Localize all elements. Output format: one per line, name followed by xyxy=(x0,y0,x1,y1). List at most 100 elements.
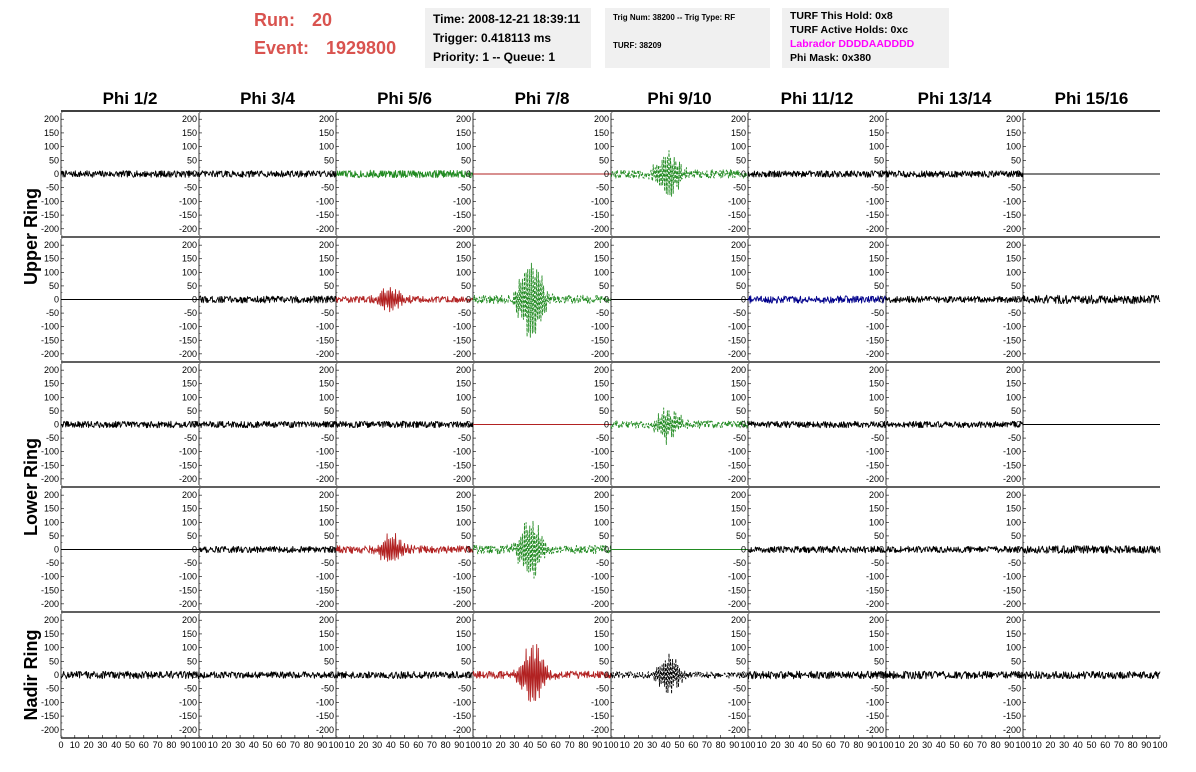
y-tick-label: -100 xyxy=(728,697,746,707)
y-tick-label: -50 xyxy=(596,558,609,568)
y-tick-label: -100 xyxy=(866,322,884,332)
y-tick-label: 150 xyxy=(731,254,746,264)
y-tick-label: 0 xyxy=(604,169,609,179)
y-tick-label: 100 xyxy=(869,643,884,653)
y-tick-label: 50 xyxy=(461,155,471,165)
y-tick-label: 150 xyxy=(869,379,884,389)
x-tick-label: 100 xyxy=(465,740,480,750)
y-tick-label: -200 xyxy=(1003,599,1021,609)
y-tick-label: 50 xyxy=(187,656,197,666)
y-tick-label: -100 xyxy=(179,572,197,582)
waveform-trace xyxy=(886,545,1024,554)
y-tick-label: 100 xyxy=(182,517,197,527)
y-tick-label: 200 xyxy=(731,365,746,375)
y-tick-label: 50 xyxy=(599,281,609,291)
x-tick-label: 100 xyxy=(740,740,755,750)
y-tick-label: -50 xyxy=(46,183,59,193)
y-tick-label: 200 xyxy=(1006,490,1021,500)
y-tick-label: -50 xyxy=(46,684,59,694)
y-tick-label: 100 xyxy=(456,267,471,277)
y-tick-label: -100 xyxy=(591,697,609,707)
waveform-trace xyxy=(610,653,749,695)
y-tick-label: 0 xyxy=(741,670,746,680)
y-tick-label: -100 xyxy=(316,447,334,457)
y-tick-label: 0 xyxy=(466,295,471,305)
y-tick-label: -50 xyxy=(458,433,471,443)
y-tick-label: -150 xyxy=(41,460,59,470)
y-tick-label: 150 xyxy=(731,629,746,639)
y-tick-label: 200 xyxy=(869,114,884,124)
x-tick-label: 100 xyxy=(878,740,893,750)
y-tick-label: -100 xyxy=(179,322,197,332)
y-tick-label: -100 xyxy=(1003,572,1021,582)
y-tick-label: -150 xyxy=(41,585,59,595)
x-tick-label: 20 xyxy=(633,740,643,750)
y-tick-label: 100 xyxy=(731,267,746,277)
x-tick-label: 40 xyxy=(249,740,259,750)
y-tick-label: 100 xyxy=(869,267,884,277)
x-tick-label: 30 xyxy=(97,740,107,750)
column-title: Phi 15/16 xyxy=(1055,89,1129,108)
trigger-text: Trigger: 0.418113 ms xyxy=(433,31,552,45)
y-tick-label: -50 xyxy=(871,684,884,694)
y-tick-label: -200 xyxy=(179,474,197,484)
y-tick-label: 0 xyxy=(466,545,471,555)
x-tick-label: 30 xyxy=(647,740,657,750)
y-tick-label: 200 xyxy=(182,615,197,625)
y-tick-label: 200 xyxy=(182,240,197,250)
x-tick-label: 30 xyxy=(784,740,794,750)
waveform-trace xyxy=(335,287,474,313)
y-tick-label: -150 xyxy=(453,585,471,595)
y-tick-label: 100 xyxy=(319,392,334,402)
y-tick-label: 200 xyxy=(731,240,746,250)
y-tick-label: -50 xyxy=(321,684,334,694)
y-tick-label: 0 xyxy=(604,670,609,680)
y-tick-label: -150 xyxy=(591,585,609,595)
x-tick-label: 40 xyxy=(798,740,808,750)
y-tick-label: -50 xyxy=(596,433,609,443)
y-tick-label: 100 xyxy=(319,517,334,527)
y-tick-label: 200 xyxy=(869,240,884,250)
y-tick-label: 50 xyxy=(874,406,884,416)
waveform-trace xyxy=(885,170,1024,178)
waveform-trace xyxy=(1022,545,1161,554)
y-tick-label: 0 xyxy=(192,169,197,179)
y-tick-label: -150 xyxy=(591,460,609,470)
x-tick-label: 10 xyxy=(620,740,630,750)
x-tick-label: 60 xyxy=(551,740,561,750)
y-tick-label: 100 xyxy=(594,267,609,277)
y-tick-label: -200 xyxy=(728,474,746,484)
y-tick-label: -50 xyxy=(184,558,197,568)
x-tick-label: 30 xyxy=(509,740,519,750)
y-tick-label: -50 xyxy=(321,558,334,568)
y-tick-label: -150 xyxy=(453,335,471,345)
y-tick-label: 100 xyxy=(731,392,746,402)
y-tick-label: 0 xyxy=(741,295,746,305)
y-tick-label: 0 xyxy=(329,295,334,305)
waveform-trace xyxy=(335,420,474,429)
y-tick-label: 50 xyxy=(599,406,609,416)
x-tick-label: 10 xyxy=(208,740,218,750)
y-tick-label: -100 xyxy=(1003,697,1021,707)
y-tick-label: -200 xyxy=(1003,349,1021,359)
x-tick-label: 70 xyxy=(977,740,987,750)
y-tick-label: -200 xyxy=(591,725,609,735)
y-tick-label: 50 xyxy=(461,531,471,541)
y-tick-label: -200 xyxy=(1003,224,1021,234)
x-tick-label: 70 xyxy=(1114,740,1124,750)
y-tick-label: 100 xyxy=(456,392,471,402)
y-tick-label: 200 xyxy=(594,240,609,250)
y-tick-label: 150 xyxy=(869,504,884,514)
y-tick-label: 150 xyxy=(869,128,884,138)
y-tick-label: -200 xyxy=(179,224,197,234)
y-tick-label: 200 xyxy=(44,114,59,124)
y-tick-label: -200 xyxy=(179,599,197,609)
y-tick-label: 100 xyxy=(594,142,609,152)
y-tick-label: 0 xyxy=(879,295,884,305)
y-tick-label: -200 xyxy=(1003,725,1021,735)
y-tick-label: -150 xyxy=(453,711,471,721)
y-tick-label: -200 xyxy=(1003,474,1021,484)
y-tick-label: -50 xyxy=(184,684,197,694)
y-tick-label: -200 xyxy=(316,474,334,484)
y-tick-label: 50 xyxy=(324,406,334,416)
